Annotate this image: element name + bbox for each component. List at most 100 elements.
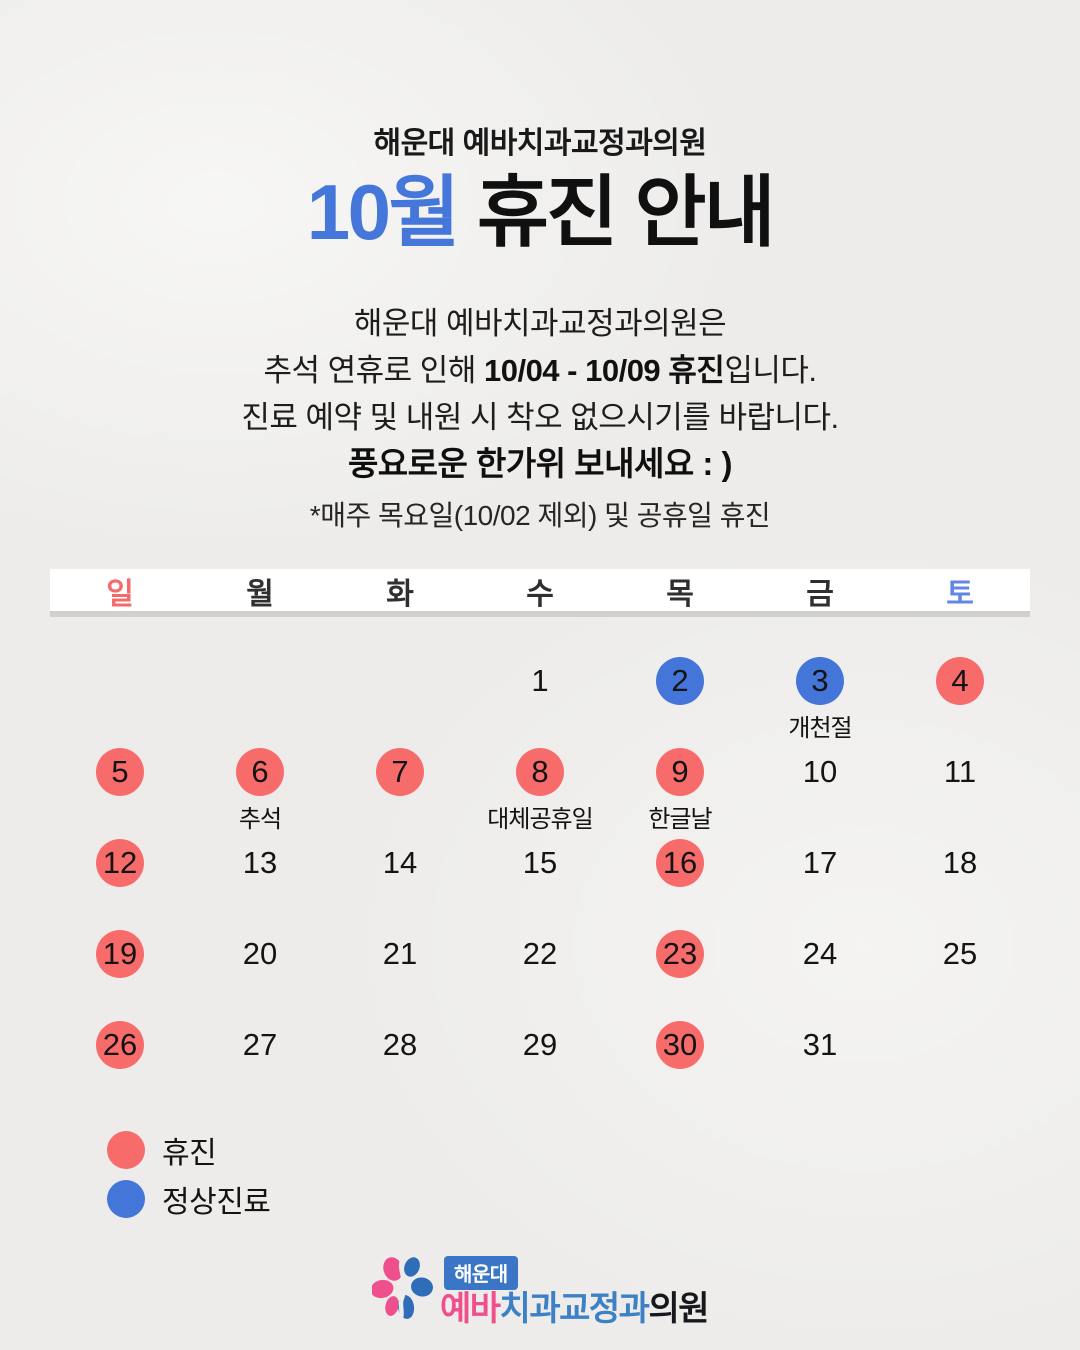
day-number: 14 <box>382 845 418 880</box>
day-number: 1 <box>531 663 549 698</box>
day-number: 29 <box>522 1027 558 1062</box>
day-closed-circle: 6 <box>236 748 284 796</box>
day-closed-circle: 26 <box>96 1021 144 1069</box>
day-label: 개천절 <box>788 715 852 742</box>
calendar-cell: 7 <box>330 708 470 799</box>
calendar-cell: 26 <box>50 981 190 1072</box>
calendar-cell: 27 <box>190 981 330 1072</box>
calendar-cell <box>890 981 1030 1072</box>
day-number: 13 <box>242 845 278 880</box>
footnote: *매주 목요일(10/02 제외) 및 공휴일 휴진 <box>309 500 771 531</box>
calendar-cell: 8 대체공휴일 <box>470 708 610 833</box>
calendar-cell: 20 <box>190 890 330 981</box>
logo-wordmark: 예바치과교정과의원 <box>439 1290 710 1328</box>
day-closed-circle: 19 <box>96 930 144 978</box>
day-closed-circle: 30 <box>656 1021 704 1069</box>
calendar-cell: 18 <box>890 799 1030 890</box>
page-title: 10월 휴진 안내 <box>0 168 1080 258</box>
calendar-cell: 3 개천절 <box>750 617 890 742</box>
logo-badge: 해운대 <box>443 1256 518 1290</box>
weekday-label-목: 목 <box>666 578 694 611</box>
day-open-circle: 3 <box>796 657 844 705</box>
logo-brand-pink: 예바 <box>439 1290 501 1328</box>
day-closed-circle: 23 <box>656 930 704 978</box>
logo-text-block: 해운대 예바치과교정과의원 <box>439 1256 710 1328</box>
calendar-cell: 29 <box>470 981 610 1072</box>
calendar-cell <box>190 617 330 708</box>
face-profile-negative-space <box>398 1257 406 1320</box>
weekday-label-수: 수 <box>526 578 554 611</box>
calendar-cell: 17 <box>750 799 890 890</box>
clinic-name: 해운대 예바치과교정과의원 <box>373 127 707 160</box>
calendar-cell: 28 <box>330 981 470 1072</box>
legend-open-swatch <box>107 1180 145 1218</box>
day-label: 대체공휴일 <box>487 806 593 833</box>
weekday-label-토: 토 <box>946 578 974 611</box>
desc-line-2: 추석 연휴로 인해 10/04 - 10/09 휴진입니다. <box>0 347 1080 394</box>
greeting-line: 풍요로운 한가위 보내세요 : ) <box>347 445 733 482</box>
calendar-cell: 19 <box>50 890 190 981</box>
logo-brand-blue: 치과교정과 <box>499 1290 650 1328</box>
calendar-cell: 2 <box>610 617 750 708</box>
calendar-cell: 12 <box>50 799 190 890</box>
desc-line-2-bold: 10/04 - 10/09 휴진 <box>483 353 725 388</box>
day-number: 10 <box>802 754 838 789</box>
calendar-cell: 11 <box>890 708 1030 799</box>
day-number: 20 <box>242 936 278 971</box>
day-number: 31 <box>802 1027 838 1062</box>
day-closed-circle: 7 <box>376 748 424 796</box>
day-number: 27 <box>242 1027 278 1062</box>
calendar-cell <box>330 617 470 708</box>
day-label: 추석 <box>238 806 282 833</box>
legend-label: 휴진 <box>162 1137 217 1170</box>
calendar-cell: 23 <box>610 890 750 981</box>
legend-item: 정상진료 <box>107 1177 271 1221</box>
day-number: 28 <box>382 1027 418 1062</box>
day-closed-circle: 5 <box>96 748 144 796</box>
day-number: 24 <box>802 936 838 971</box>
day-open-circle: 2 <box>656 657 704 705</box>
day-number: 18 <box>942 845 978 880</box>
day-number: 21 <box>382 936 418 971</box>
day-number: 17 <box>802 845 838 880</box>
calendar-cell: 16 <box>610 799 750 890</box>
weekday-label-금: 금 <box>806 578 834 611</box>
calendar-cell: 5 <box>50 708 190 799</box>
calendar-cell: 31 <box>750 981 890 1072</box>
day-number: 22 <box>522 936 558 971</box>
legend-label: 정상진료 <box>162 1186 271 1219</box>
day-closed-circle: 4 <box>936 657 984 705</box>
legend-closed-swatch <box>107 1131 145 1169</box>
desc-line-2-post: 입니다. <box>724 353 817 388</box>
calendar-cell: 10 <box>750 708 890 799</box>
calendar-cell: 22 <box>470 890 610 981</box>
calendar-cell: 24 <box>750 890 890 981</box>
day-closed-circle: 12 <box>96 839 144 887</box>
calendar-cell: 1 <box>470 617 610 708</box>
calendar-cell: 4 <box>890 617 1030 708</box>
day-closed-circle: 16 <box>656 839 704 887</box>
calendar-cell: 6 추석 <box>190 708 330 833</box>
title-rest: 휴진 안내 <box>457 168 776 256</box>
calendar-cell: 9 한글날 <box>610 708 750 833</box>
clinic-flower-logo-icon <box>371 1257 433 1320</box>
weekday-label-화: 화 <box>386 578 414 611</box>
logo-brand-dark: 의원 <box>648 1290 709 1328</box>
day-number: 11 <box>943 754 977 789</box>
day-closed-circle: 9 <box>656 748 704 796</box>
desc-line-3: 진료 예약 및 내원 시 착오 없으시기를 바랍니다. <box>241 400 839 435</box>
calendar-cell: 21 <box>330 890 470 981</box>
day-number: 15 <box>522 845 558 880</box>
desc-line-1: 해운대 예바치과교정과의원은 <box>353 306 727 341</box>
notice-description: 해운대 예바치과교정과의원은 추석 연휴로 인해 10/04 - 10/09 휴… <box>0 300 1080 441</box>
calendar-cell <box>50 617 190 708</box>
weekday-label-일: 일 <box>106 578 134 611</box>
calendar-cell: 15 <box>470 799 610 890</box>
title-month-highlight: 10월 <box>306 168 461 256</box>
calendar-cell: 14 <box>330 799 470 890</box>
legend-item: 휴진 <box>107 1128 270 1172</box>
